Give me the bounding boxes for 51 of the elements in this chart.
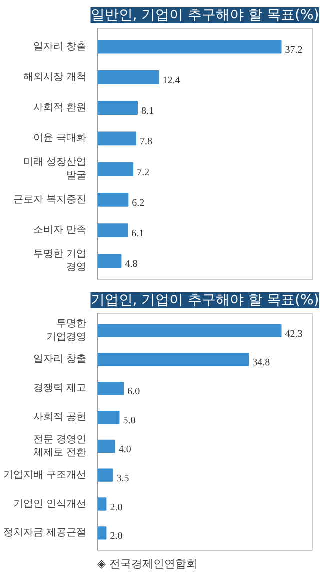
y-tick-label: 경쟁력 제고 [33,383,87,394]
bar [98,101,138,116]
y-tick-label: 기업인 인식개선 [13,498,87,510]
data-label: 5.0 [123,416,136,427]
data-label: 12.4 [162,75,180,86]
bar [98,162,134,176]
y-tick-label: 전문 경영인 체제로 전환 [33,434,87,459]
bar [98,132,137,146]
y-tick-label: 이윤 극대화 [33,133,87,144]
y-tick-label: 소비자 만족 [33,225,87,236]
bar [98,254,122,268]
data-label: 6.1 [132,228,144,240]
bar [98,353,250,366]
y-tick-label: 미래 성장산업 발굴 [23,157,87,182]
y-tick-label: 사회적 환원 [33,102,87,114]
bar [98,224,128,238]
data-label: 34.8 [252,358,270,369]
data-label: 7.2 [137,167,150,178]
y-tick-label: 일자리 창출 [33,354,87,366]
y-tick-label: 일자리 창출 [33,41,87,52]
data-label: 4.8 [125,259,138,270]
data-label: 2.0 [110,502,123,514]
data-label: 8.1 [142,106,154,118]
data-label: 42.3 [285,328,303,340]
bar [98,192,129,207]
bar [98,498,107,511]
y-tick-label: 사회적 공헌 [33,412,87,424]
bar [98,324,282,338]
y-tick-label: 해외시장 개척 [23,72,87,83]
bar [98,526,107,540]
data-label: 7.8 [140,136,153,148]
y-tick-label: 기업지배 구조개선 [3,470,87,481]
chart-title: 일반인, 기업이 추구해야 할 목표(%) [90,8,320,24]
data-label: 37.2 [285,44,303,56]
bar [98,440,116,454]
bar [98,40,282,54]
y-tick-label: 근로자 복지증진 [13,194,87,206]
bar [98,382,124,396]
bar [98,468,114,482]
data-label: 6.2 [132,198,145,209]
bar [98,70,160,84]
chart-title: 기업인, 기업이 추구해야 할 목표(%) [90,292,320,308]
y-tick-label: 투명한 기업경영 [46,318,86,343]
data-label: 3.5 [116,473,130,484]
text: ◈ 전국경제인연합회 [98,558,198,570]
bar [98,410,120,424]
y-tick-label: 정치자금 제공근절 [3,528,87,539]
data-label: 6.0 [128,386,140,398]
y-tick-label: 투명한 기업 경영 [33,249,87,274]
data-label: 2.0 [110,531,123,542]
data-label: 4.0 [118,444,132,456]
